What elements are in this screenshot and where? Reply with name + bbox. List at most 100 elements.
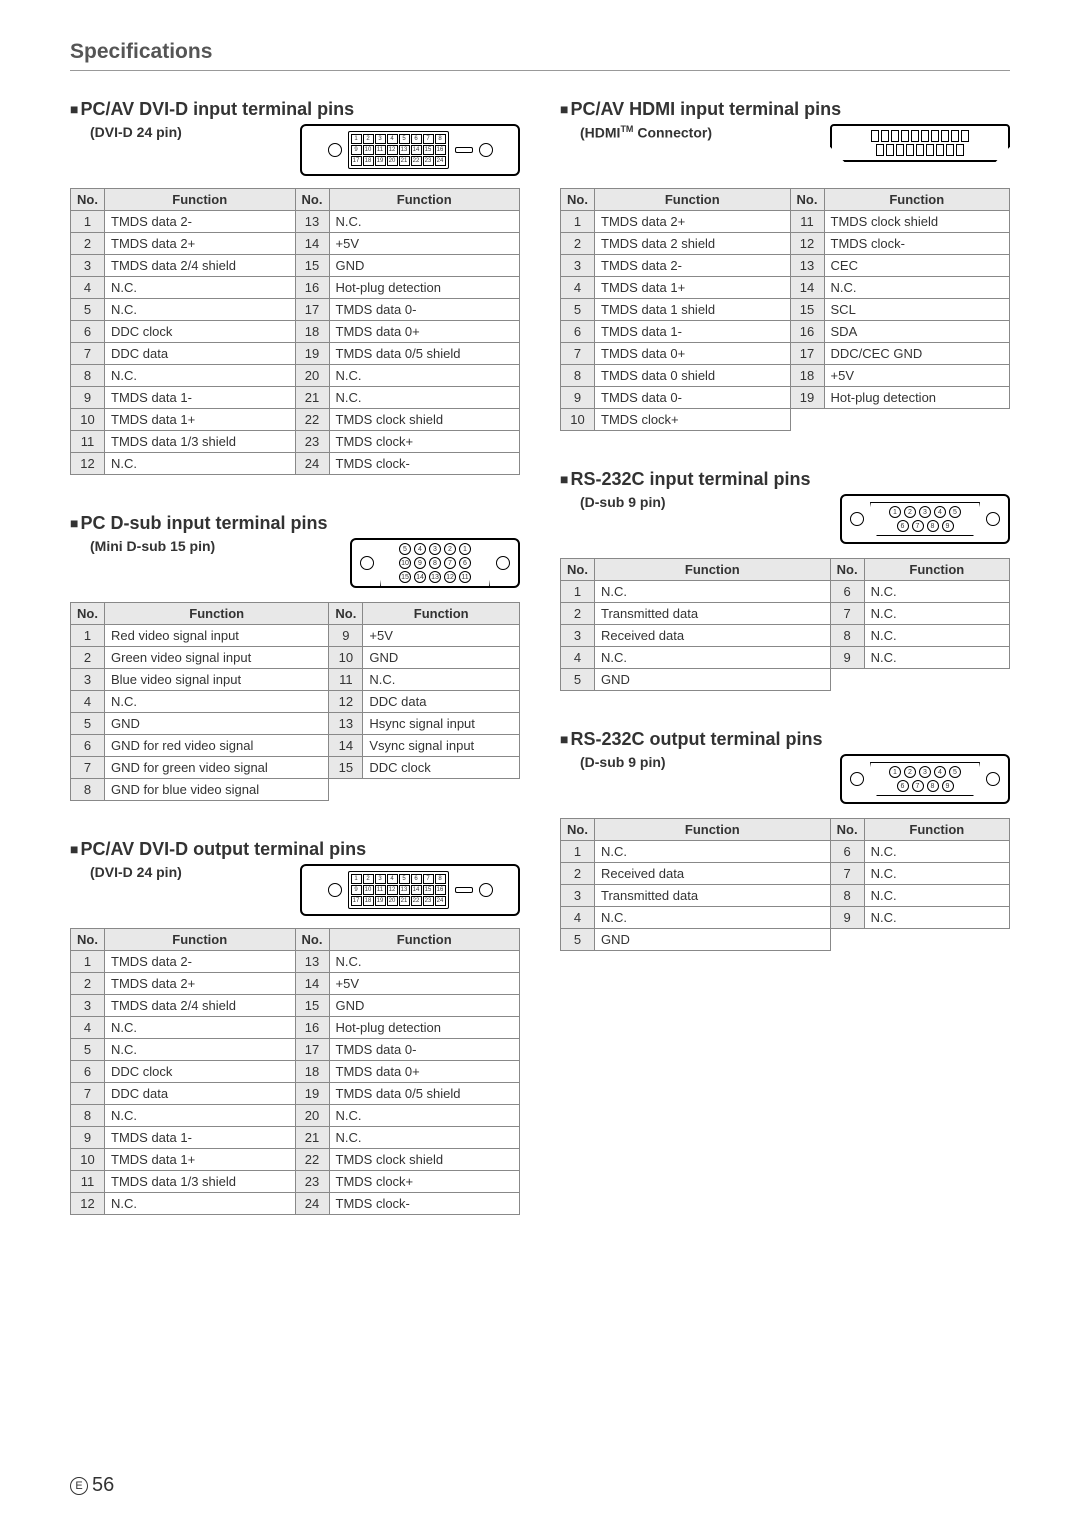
pin-table: No.FunctionNo.Function1TMDS data 2+11TMD… [560,188,1010,431]
content-columns: PC/AV DVI-D input terminal pins (DVI-D 24… [70,99,1010,1253]
pin-no: 14 [790,277,824,299]
pin-function: CEC [824,255,1009,277]
pin-function: GND [329,255,520,277]
table-row: 5GND [561,929,1010,951]
pin-function: TMDS data 1- [105,1127,296,1149]
col-header: Function [329,929,520,951]
table-row: 11TMDS data 1/3 shield23TMDS clock+ [71,431,520,453]
pin-function: TMDS data 1- [595,321,791,343]
pin-function: DDC data [363,691,520,713]
pin-function: TMDS data 2- [105,951,296,973]
section-title: RS-232C output terminal pins [560,729,1010,750]
section-title: PC D-sub input terminal pins [70,513,520,534]
pin-no: 9 [830,907,864,929]
pin-no: 13 [790,255,824,277]
pin-function: N.C. [329,951,520,973]
table-row: 12N.C.24TMDS clock- [71,453,520,475]
pin-no: 18 [295,1061,329,1083]
pin-no: 18 [790,365,824,387]
section-title: PC/AV DVI-D input terminal pins [70,99,520,120]
pin-no: 6 [830,581,864,603]
pin-no: 20 [295,365,329,387]
pin-no: 5 [561,929,595,951]
section-dsub_in: PC D-sub input terminal pins(Mini D-sub … [70,513,520,801]
pin-function: N.C. [864,907,1009,929]
pin-no: 15 [295,995,329,1017]
table-row: 6TMDS data 1-16SDA [561,321,1010,343]
table-row: 9TMDS data 1-21N.C. [71,1127,520,1149]
pin-no: 3 [561,625,595,647]
pin-function: TMDS data 2/4 shield [105,995,296,1017]
pin-function: N.C. [105,453,296,475]
table-row: 4N.C.12DDC data [71,691,520,713]
col-header: Function [105,603,329,625]
pin-no: 3 [71,669,105,691]
pin-no: 7 [71,757,105,779]
pin-no: 16 [295,277,329,299]
pin-function: N.C. [105,1105,296,1127]
pin-function: TMDS data 2 shield [595,233,791,255]
pin-no: 16 [790,321,824,343]
pin-function: N.C. [105,1193,296,1215]
left-column: PC/AV DVI-D input terminal pins (DVI-D 24… [70,99,520,1253]
table-row: 5GND [561,669,1010,691]
col-header: No. [295,189,329,211]
pin-no: 4 [561,907,595,929]
pin-no: 22 [295,1149,329,1171]
pin-no: 4 [71,1017,105,1039]
table-row: 2TMDS data 2+14+5V [71,233,520,255]
pin-function: GND [595,929,831,951]
pin-no: 5 [561,299,595,321]
table-row: 8TMDS data 0 shield18+5V [561,365,1010,387]
pin-no: 15 [329,757,363,779]
section-title: PC/AV HDMI input terminal pins [560,99,1010,120]
pin-function: TMDS data 0- [329,299,520,321]
pin-no: 5 [71,1039,105,1061]
dvi-connector-icon: 123456789101112131415161718192021222324 [300,124,520,176]
pin-function: GND for red video signal [105,735,329,757]
table-row: 5N.C.17TMDS data 0- [71,299,520,321]
table-row: 4TMDS data 1+14N.C. [561,277,1010,299]
pin-function: TMDS data 1+ [105,1149,296,1171]
col-header: No. [561,189,595,211]
pin-function: Transmitted data [595,603,831,625]
pin-function: Green video signal input [105,647,329,669]
connector-diagram: 543211098761514131211 [350,538,520,588]
pin-function: TMDS data 0/5 shield [329,1083,520,1105]
pin-function: TMDS clock shield [329,409,520,431]
pin-function: TMDS data 2- [105,211,296,233]
pin-no: 11 [329,669,363,691]
pin-function: N.C. [595,907,831,929]
pin-no: 9 [561,387,595,409]
table-row: 2TMDS data 2+14+5V [71,973,520,995]
pin-function: TMDS data 2+ [105,233,296,255]
pin-no: 8 [561,365,595,387]
page-marker-icon: E [70,1477,88,1495]
pin-function: TMDS clock- [329,1193,520,1215]
table-row: 1N.C.6N.C. [561,841,1010,863]
section-subtitle: (D-sub 9 pin) [560,754,666,770]
pin-function: N.C. [329,365,520,387]
pin-no: 18 [295,321,329,343]
pin-function: GND for green video signal [105,757,329,779]
pin-table: No.FunctionNo.Function1Red video signal … [70,602,520,801]
section-title: RS-232C input terminal pins [560,469,1010,490]
table-row: 10TMDS data 1+22TMDS clock shield [71,1149,520,1171]
table-row: 5N.C.17TMDS data 0- [71,1039,520,1061]
pin-function: SCL [824,299,1009,321]
section-dvi_in: PC/AV DVI-D input terminal pins (DVI-D 24… [70,99,520,475]
section-subtitle: (DVI-D 24 pin) [70,124,182,140]
col-header: No. [830,819,864,841]
pin-function: N.C. [595,581,831,603]
pin-no: 1 [71,211,105,233]
pin-function: N.C. [864,885,1009,907]
table-row: 10TMDS data 1+22TMDS clock shield [71,409,520,431]
pin-no: 4 [71,691,105,713]
pin-function: +5V [329,233,520,255]
pin-function: N.C. [864,603,1009,625]
pin-no: 10 [329,647,363,669]
pin-function: TMDS clock- [824,233,1009,255]
pin-function: TMDS data 0- [595,387,791,409]
section-dvi_out: PC/AV DVI-D output terminal pins(DVI-D 2… [70,839,520,1215]
pin-no: 15 [790,299,824,321]
